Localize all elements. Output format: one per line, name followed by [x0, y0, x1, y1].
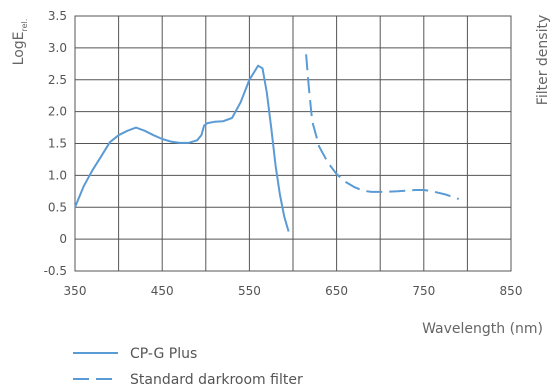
x-tick-label: 550	[238, 284, 261, 298]
y-axis-title: LogErel.	[11, 19, 29, 66]
series-lines	[74, 54, 460, 232]
legend-label-cp-g-plus: CP-G Plus	[130, 346, 197, 362]
legend-item-cp-g-plus: CP-G Plus	[73, 346, 197, 362]
y-axis-title-subscript: rel.	[20, 19, 29, 32]
y-tick-label: 0.5	[48, 200, 67, 214]
legend: CP-G Plus Standard darkroom filter	[73, 346, 303, 387]
y-tick-label: 3.5	[48, 9, 67, 23]
y2-axis-title: Filter density	[535, 15, 551, 105]
x-axis-title: Wavelength (nm)	[422, 321, 543, 337]
y-tick-label: 0	[59, 232, 67, 246]
x-tick-label: 850	[500, 284, 523, 298]
legend-label-standard-darkroom-filter: Standard darkroom filter	[130, 372, 303, 387]
y-tick-label: 1.0	[48, 168, 67, 182]
x-tick-label: 450	[151, 284, 174, 298]
legend-item-standard-darkroom-filter: Standard darkroom filter	[73, 372, 303, 387]
series-line-cp-g-plus	[74, 64, 290, 232]
y-tick-label: 3.0	[48, 41, 67, 55]
y-tick-label: -0.5	[44, 264, 67, 278]
x-tick-label: 750	[412, 284, 435, 298]
x-tick-label: 650	[325, 284, 348, 298]
series-line-standard-darkroom-filter	[305, 54, 460, 200]
y-tick-label: 1.5	[48, 137, 67, 151]
gridlines	[74, 15, 512, 272]
y-tick-label: 2.5	[48, 73, 67, 87]
y-tick-labels: -0.5 0 0.5 1.0 1.5 2.0 2.5 3.0 3.5	[44, 9, 67, 278]
plot-frame	[74, 15, 512, 272]
x-tick-labels: 350 450 550 650 750 850	[64, 284, 523, 298]
y-tick-label: 2.0	[48, 105, 67, 119]
x-tick-label: 350	[64, 284, 87, 298]
